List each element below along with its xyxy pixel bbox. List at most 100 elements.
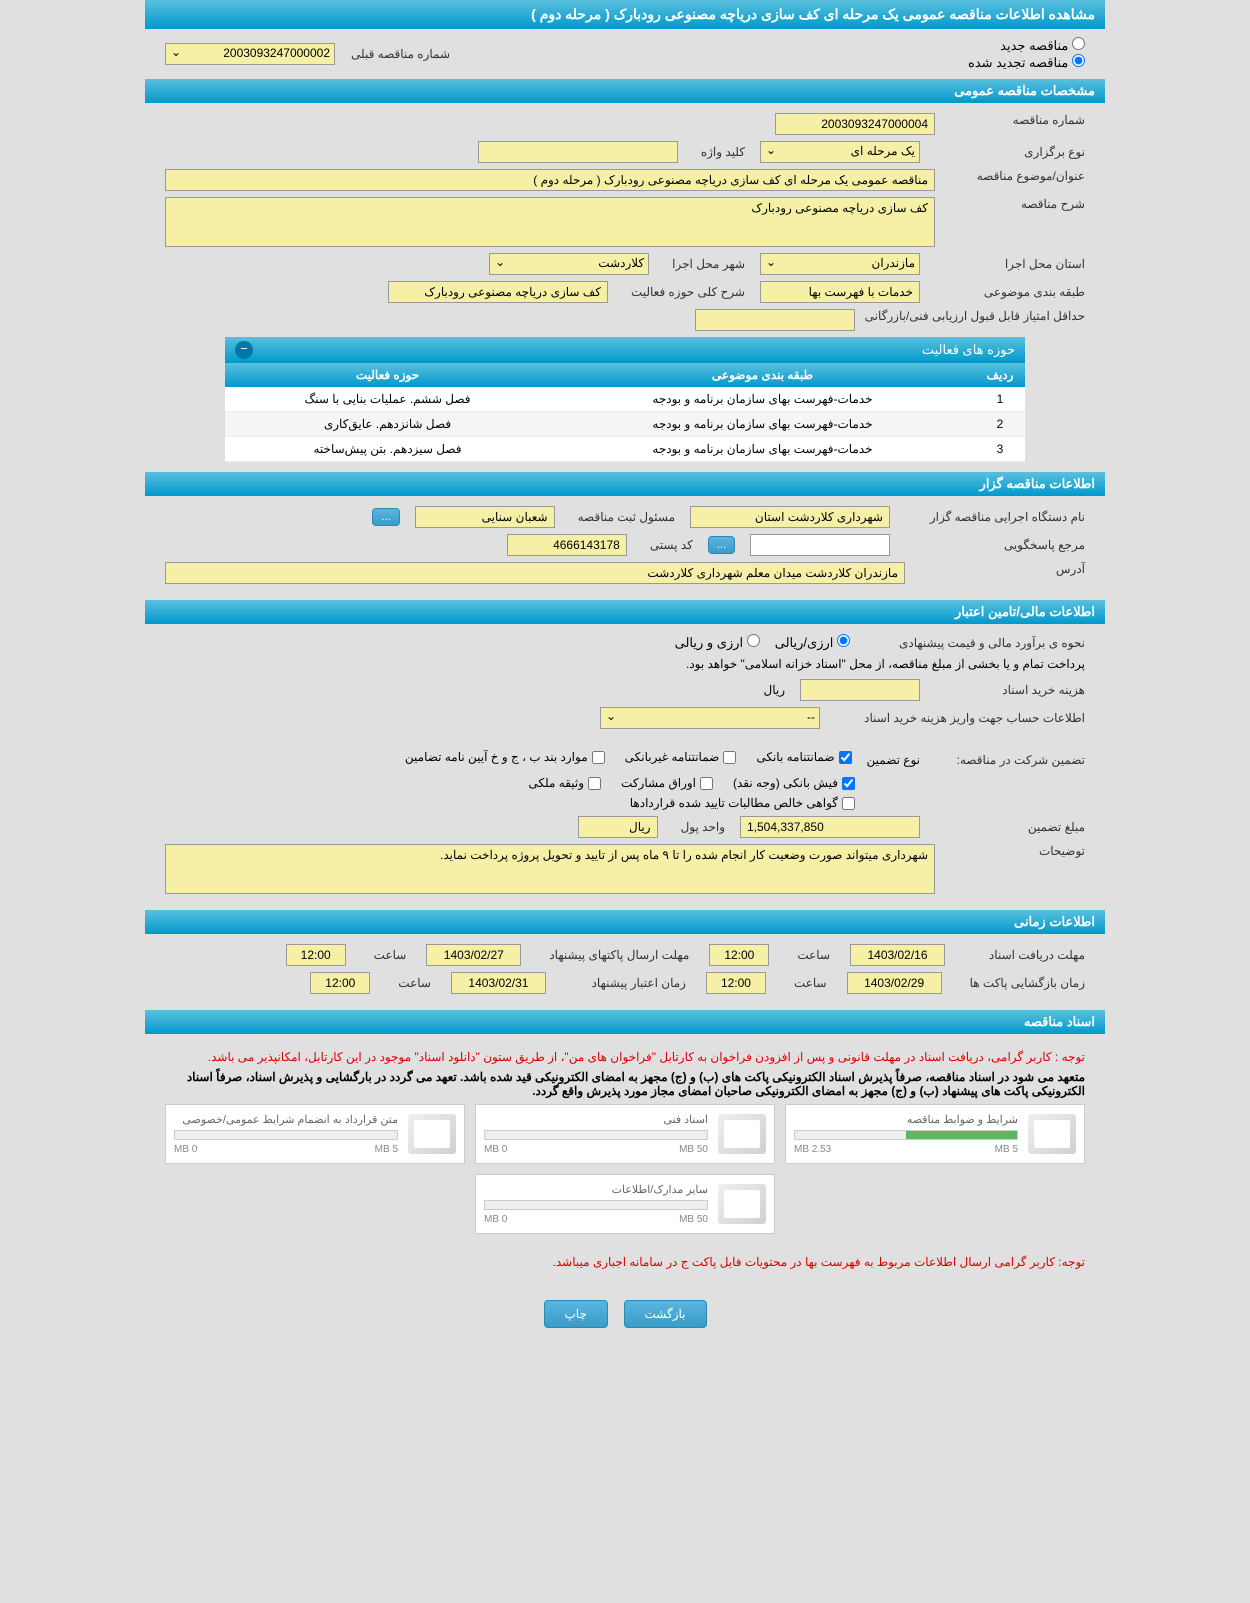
- payment-note: پرداخت تمام و یا بخشی از مبلغ مناقصه، از…: [165, 657, 1085, 671]
- file-block[interactable]: اسناد فنی 50 MB0 MB: [475, 1104, 775, 1164]
- validity-time: 12:00: [310, 972, 370, 994]
- open-label: زمان بازگشایی پاکت ها: [962, 976, 1085, 990]
- account-label: اطلاعات حساب جهت واریز هزینه خرید اسناد: [835, 711, 1085, 725]
- file-block[interactable]: متن قرارداد به انضمام شرایط عمومی/خصوصی …: [165, 1104, 465, 1164]
- radio-renewed-label: مناقصه تجدید شده: [968, 55, 1068, 70]
- number-field: 2003093247000004: [775, 113, 935, 135]
- chk-bonds-label: اوراق مشارکت: [621, 776, 696, 790]
- section-timing: اطلاعات زمانی: [145, 910, 1105, 934]
- title-label: عنوان/موضوع مناقصه: [935, 169, 1085, 183]
- activities-header: حوزه های فعالیت −: [225, 337, 1025, 363]
- keyword-label: کلید واژه: [693, 145, 745, 159]
- chk-contract-label: گواهی خالص مطالبات تایید شده قراردادها: [630, 796, 838, 810]
- min-score-field[interactable]: [695, 309, 855, 331]
- activity-desc-field[interactable]: کف سازی دریاچه مصنوعی رودبارک: [388, 281, 608, 303]
- time-label-1: ساعت: [789, 948, 830, 962]
- prev-number-select[interactable]: 2003093247000002: [165, 43, 335, 65]
- desc-label: شرح مناقصه: [935, 197, 1085, 211]
- table-row: 2خدمات-فهرست بهای سازمان برنامه و بودجهف…: [225, 412, 1025, 437]
- agency-label: نام دستگاه اجرایی مناقصه گزار: [905, 510, 1085, 524]
- table-row: 3خدمات-فهرست بهای سازمان برنامه و بودجهف…: [225, 437, 1025, 462]
- postal-field: 4666143178: [507, 534, 627, 556]
- address-field: مازندران کلاردشت میدان معلم شهرداری کلار…: [165, 562, 905, 584]
- minimize-icon[interactable]: −: [235, 341, 253, 359]
- pricing-opt2[interactable]: ارزی و ریالی: [675, 634, 760, 651]
- pricing-opt1-label: ارزی/ریالی: [775, 635, 834, 650]
- section-general: مشخصات مناقصه عمومی: [145, 79, 1105, 103]
- receive-date: 1403/02/16: [850, 944, 945, 966]
- file-title: متن قرارداد به انضمام شرایط عمومی/خصوصی: [174, 1113, 398, 1126]
- pricing-label: نحوه ی برآورد مالی و قیمت پیشنهادی: [865, 636, 1085, 650]
- desc-field[interactable]: کف سازی دریاچه مصنوعی رودبارک: [165, 197, 935, 247]
- responsible-field: شعبان سنایی: [415, 506, 555, 528]
- section-documents: اسناد مناقصه: [145, 1010, 1105, 1034]
- number-label: شماره مناقصه: [935, 113, 1085, 127]
- chk-bonds[interactable]: اوراق مشارکت: [621, 776, 713, 790]
- chk-property[interactable]: وثیقه ملکی: [528, 776, 601, 790]
- chk-regulation[interactable]: موارد بند ب ، ج و خ آیین نامه تضامین: [405, 750, 605, 764]
- postal-label: کد پستی: [642, 538, 693, 552]
- time-label-3: ساعت: [786, 976, 827, 990]
- doc-note-3: توجه: کاربر گرامی ارسال اطلاعات مربوط به…: [165, 1255, 1085, 1269]
- file-title: اسناد فنی: [484, 1113, 708, 1126]
- section-organizer: اطلاعات مناقصه گزار: [145, 472, 1105, 496]
- pricing-opt2-label: ارزی و ریالی: [675, 635, 744, 650]
- radio-renewed[interactable]: مناقصه تجدید شده: [968, 55, 1085, 70]
- city-select[interactable]: کلاردشت: [489, 253, 649, 275]
- col-category: طبقه بندی موضوعی: [550, 363, 975, 387]
- validity-label: زمان اعتبار پیشنهاد: [566, 976, 686, 990]
- file-block[interactable]: شرایط و ضوابط مناقصه 5 MB2.53 MB: [785, 1104, 1085, 1164]
- type-select[interactable]: یک مرحله ای: [760, 141, 920, 163]
- open-date: 1403/02/29: [847, 972, 942, 994]
- more-button-1[interactable]: ...: [372, 508, 399, 526]
- contact-field[interactable]: [750, 534, 890, 556]
- chk-cash-label: فیش بانکی (وجه نقد): [733, 776, 838, 790]
- doc-note-1: توجه : کاربر گرامی، دریافت اسناد در مهلت…: [165, 1050, 1085, 1064]
- prev-number-label: شماره مناقصه قبلی: [343, 47, 450, 61]
- open-time: 12:00: [706, 972, 766, 994]
- doc-note-2: متعهد می شود در اسناد مناقصه، صرفاً پذیر…: [165, 1070, 1085, 1098]
- category-label: طبقه بندی موضوعی: [935, 285, 1085, 299]
- activities-title: حوزه های فعالیت: [922, 342, 1015, 358]
- col-area: حوزه فعالیت: [225, 363, 550, 387]
- fee-field[interactable]: [800, 679, 920, 701]
- send-date: 1403/02/27: [426, 944, 521, 966]
- file-block[interactable]: سایر مدارک/اطلاعات 50 MB0 MB: [475, 1174, 775, 1234]
- send-time: 12:00: [286, 944, 346, 966]
- table-row: 1خدمات-فهرست بهای سازمان برنامه و بودجهف…: [225, 387, 1025, 412]
- file-title: سایر مدارک/اطلاعات: [484, 1183, 708, 1196]
- chk-contract[interactable]: گواهی خالص مطالبات تایید شده قراردادها: [630, 796, 855, 810]
- chk-bank[interactable]: ضمانتنامه بانکی: [756, 750, 851, 764]
- activities-table: ردیف طبقه بندی موضوعی حوزه فعالیت 1خدمات…: [225, 363, 1025, 462]
- guarantee-label: تضمین شرکت در مناقصه:: [935, 753, 1085, 767]
- chk-nonbank[interactable]: ضمانتنامه غیربانکی: [625, 750, 737, 764]
- province-select[interactable]: مازندران: [760, 253, 920, 275]
- notes-field[interactable]: شهرداری میتواند صورت وضعیت کار انجام شده…: [165, 844, 935, 894]
- keyword-field[interactable]: [478, 141, 678, 163]
- chk-regulation-label: موارد بند ب ، ج و خ آیین نامه تضامین: [405, 750, 588, 764]
- chk-property-label: وثیقه ملکی: [528, 776, 584, 790]
- chk-cash[interactable]: فیش بانکی (وجه نقد): [733, 776, 855, 790]
- currency-label: واحد پول: [673, 820, 725, 834]
- province-label: استان محل اجرا: [935, 257, 1085, 271]
- fee-unit: ریال: [763, 683, 785, 697]
- account-select[interactable]: --: [600, 707, 820, 729]
- type-label: نوع برگزاری: [935, 145, 1085, 159]
- section-financial: اطلاعات مالی/تامین اعتبار: [145, 600, 1105, 624]
- pricing-opt1[interactable]: ارزی/ریالی: [775, 634, 850, 651]
- min-score-label: حداقل امتیاز قابل قبول ارزیابی فنی/بازرگ…: [855, 309, 1085, 323]
- guarantee-type-label: نوع تضمین: [867, 753, 920, 767]
- radio-new[interactable]: مناقصه جدید: [1000, 38, 1085, 53]
- print-button[interactable]: چاپ: [544, 1300, 608, 1328]
- back-button[interactable]: بازگشت: [624, 1300, 707, 1328]
- city-label: شهر محل اجرا: [664, 257, 745, 271]
- radio-new-label: مناقصه جدید: [1000, 38, 1068, 53]
- currency-field: ریال: [578, 816, 658, 838]
- notes-label: توضیحات: [935, 844, 1085, 858]
- address-label: آدرس: [905, 562, 1085, 576]
- more-button-2[interactable]: ...: [708, 536, 735, 554]
- fee-label: هزینه خرید اسناد: [935, 683, 1085, 697]
- folder-icon: [1028, 1114, 1076, 1154]
- agency-field: شهرداری کلاردشت استان: [690, 506, 890, 528]
- activity-desc-label: شرح کلی حوزه فعالیت: [623, 285, 745, 299]
